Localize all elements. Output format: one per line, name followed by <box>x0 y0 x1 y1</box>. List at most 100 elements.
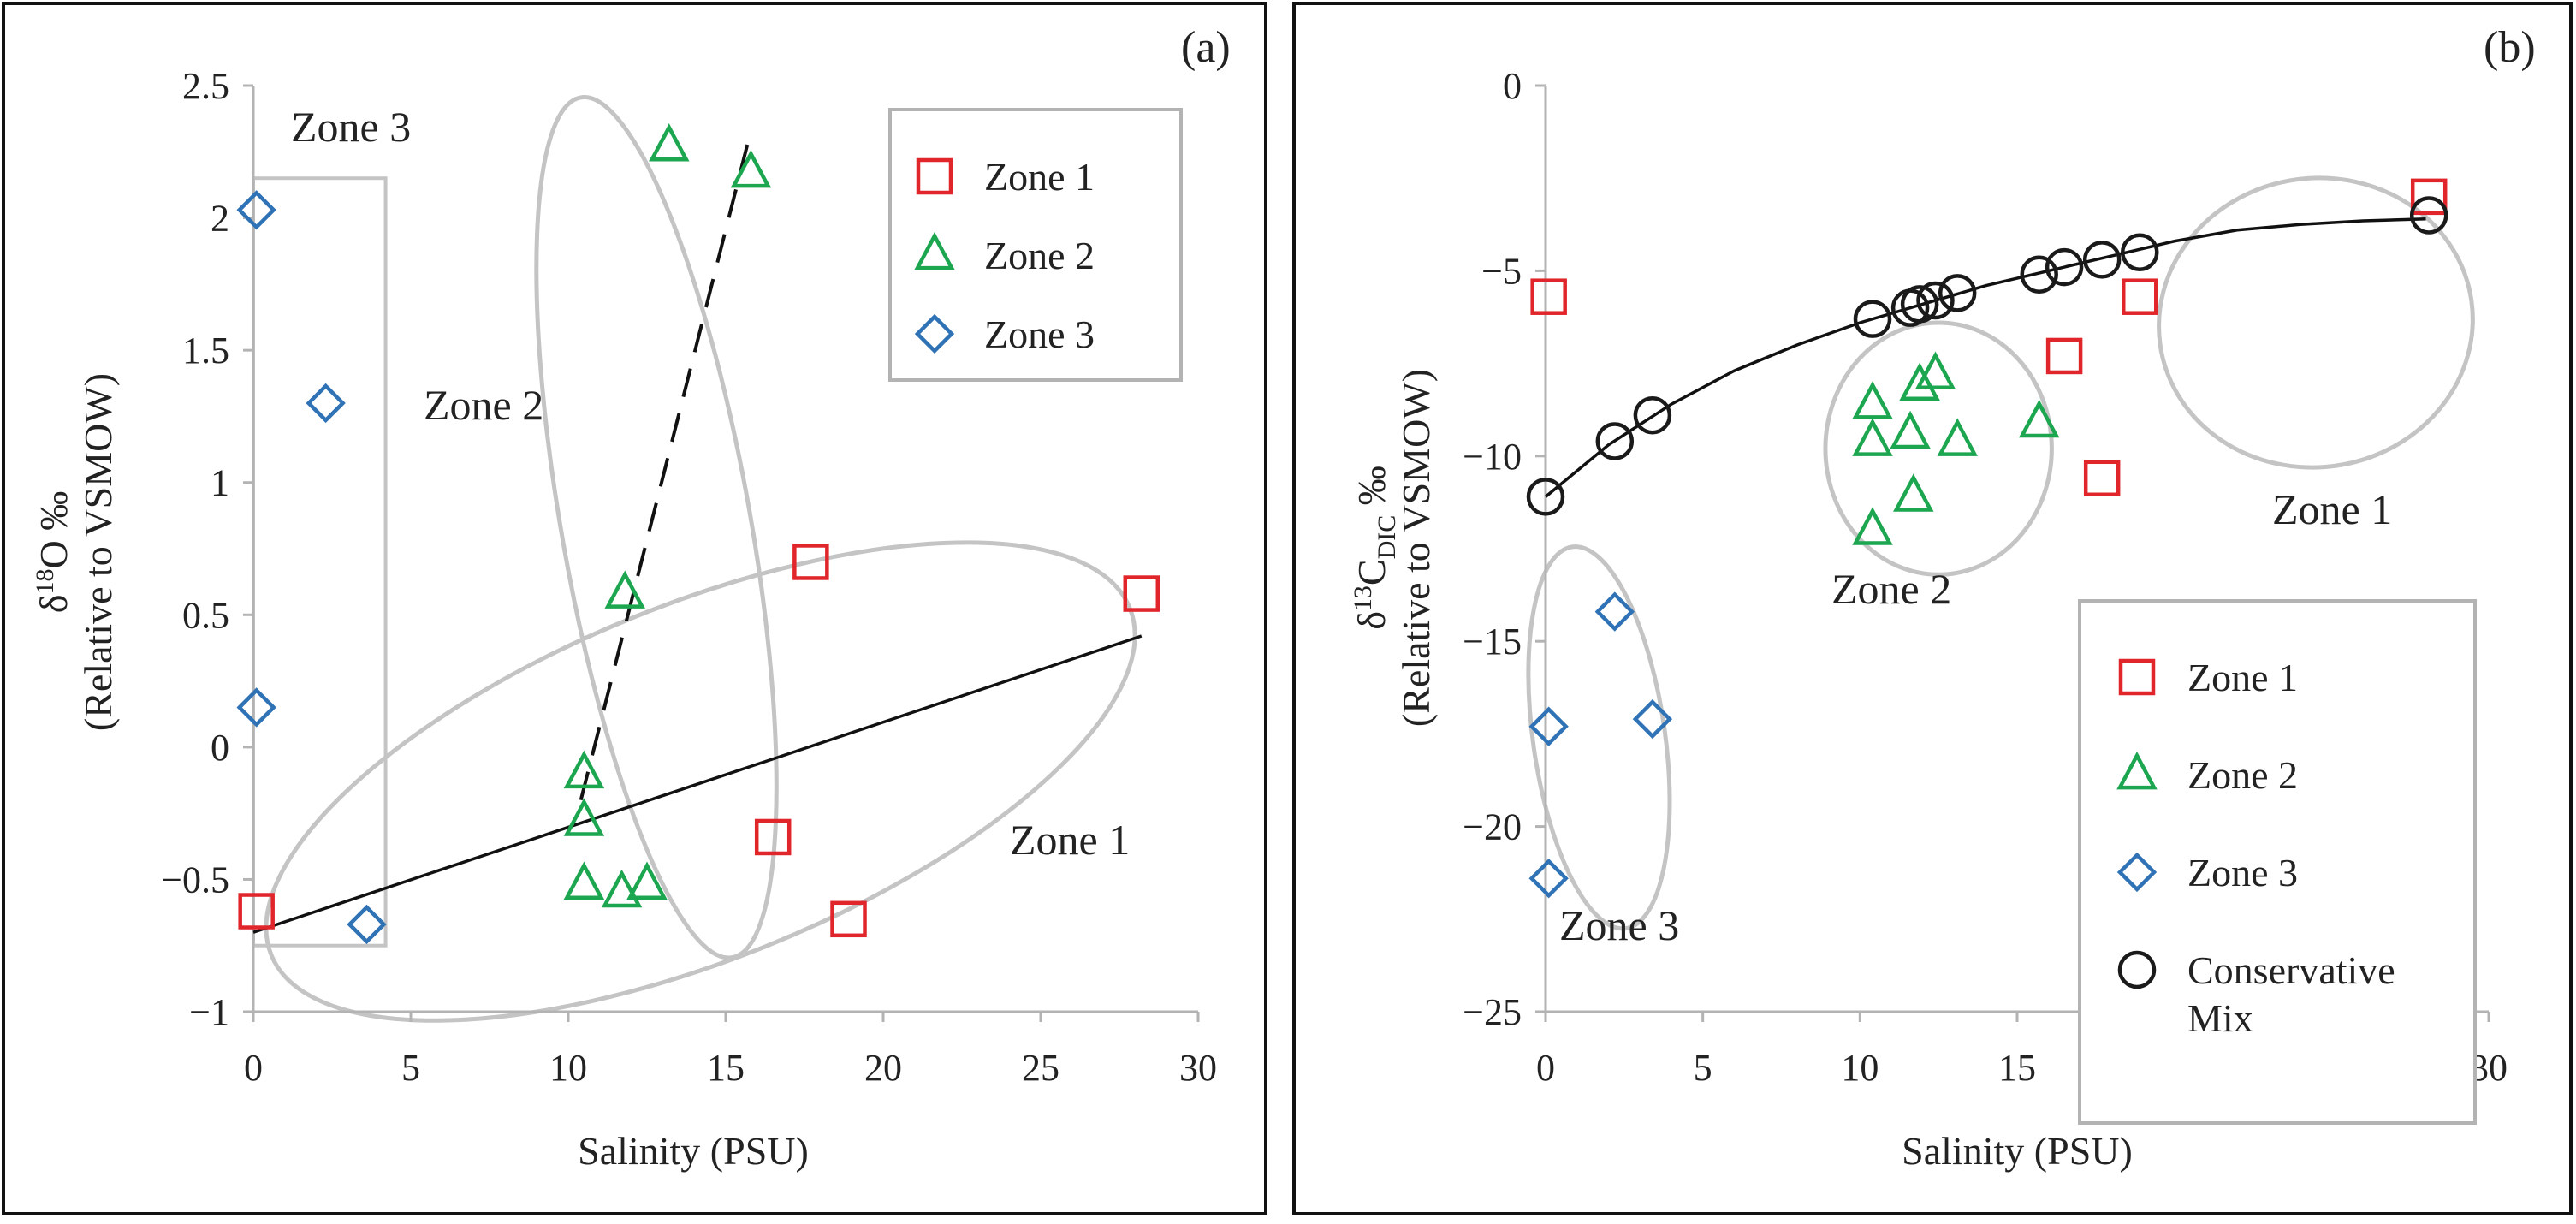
data-point-conservative-mix <box>2121 233 2159 272</box>
trend-line <box>252 634 1143 934</box>
x-tick-label: 0 <box>244 1047 263 1089</box>
zone-region-zone1 <box>264 540 1137 1023</box>
y-tick-label: −25 <box>1463 991 1522 1033</box>
panel-b-lines <box>1544 217 2426 498</box>
legend-label-conservative: Conservative <box>2187 948 2395 992</box>
y-tick-label: 1 <box>211 462 229 504</box>
zone-region-zone3 <box>1526 544 1672 931</box>
panel-b-y-title-sup: 13 <box>1349 585 1377 611</box>
data-point-zone-1 <box>754 818 792 856</box>
panel-a-y-title-part: 18 <box>31 569 59 595</box>
x-tick-label: 25 <box>1022 1047 1059 1089</box>
data-point-zone-3 <box>1528 706 1569 746</box>
data-point-conservative-mix <box>1916 281 1955 320</box>
panel-a-lines <box>252 130 1143 934</box>
panel-b-y-title-delta: δ <box>1350 611 1393 630</box>
y-tick-label: 0.5 <box>182 594 229 636</box>
y-tick-label: −5 <box>1481 250 1522 292</box>
panel-b-y-title-unit: ‰ <box>1350 466 1393 515</box>
y-tick-label: 2 <box>211 198 229 240</box>
panel-a-legend: Zone 1 Zone 2 Zone 3 <box>888 108 1183 382</box>
data-point-zone-2 <box>563 798 605 836</box>
panel-a-points <box>236 123 1160 945</box>
data-point-zone-1 <box>792 544 829 580</box>
legend-marker-zone-2 <box>2116 751 2158 790</box>
data-point-zone-3 <box>1632 698 1673 740</box>
panel-b-zone3-label: Zone 3 <box>1559 901 1679 949</box>
legend-label-zone-3: Zone 3 <box>984 312 1095 356</box>
data-point-zone-2 <box>604 570 645 609</box>
y-tick-label: −0.5 <box>161 859 229 900</box>
data-point-zone-1 <box>1530 278 1567 315</box>
legend-marker-zone-2 <box>914 231 955 270</box>
legend-marker-zone-1 <box>916 157 953 195</box>
zone-region-zone2 <box>534 95 779 960</box>
data-point-zone-2 <box>2018 399 2060 438</box>
x-tick-label: 5 <box>1694 1047 1712 1089</box>
legend-label-zone-2: Zone 2 <box>984 234 1095 277</box>
panel-a-x-axis-title: Salinity (PSU) <box>578 1129 809 1173</box>
legend-marker-zone-3 <box>914 313 955 354</box>
y-tick-label: 1.5 <box>182 330 229 371</box>
data-point-zone-2 <box>1914 351 1956 389</box>
data-point-zone-2 <box>1852 418 1893 456</box>
zone-region-zone3 <box>252 176 388 948</box>
x-tick-label: 15 <box>707 1047 745 1089</box>
y-tick-label: −10 <box>1463 436 1522 478</box>
legend-label-zone-2: Zone 2 <box>2187 753 2298 797</box>
y-tick-label: 2.5 <box>182 65 229 107</box>
panel-b-y-title-c: C <box>1350 559 1393 585</box>
x-tick-label: 0 <box>1536 1047 1555 1089</box>
zone-region-zone1 <box>2157 175 2475 470</box>
panel-b-y-axis-title: δ13CDIC ‰ <box>1349 466 1401 630</box>
panel-b-zone-regions <box>1526 175 2475 931</box>
data-point-conservative-mix <box>2082 241 2122 279</box>
data-point-zone-1 <box>2122 278 2158 315</box>
data-point-zone-2 <box>730 149 772 188</box>
data-point-zone-3 <box>236 190 276 230</box>
x-tick-label: 30 <box>1179 1047 1217 1089</box>
data-point-conservative-mix <box>2020 255 2058 294</box>
panel-b-x-axis-title: Salinity (PSU) <box>1902 1129 2133 1173</box>
x-tick-label: 5 <box>401 1047 420 1089</box>
data-point-conservative-mix <box>2409 196 2448 235</box>
data-point-zone-3 <box>306 383 346 424</box>
panel-b-zone1-label: Zone 1 <box>2272 485 2392 533</box>
data-point-zone-3 <box>236 687 276 728</box>
legend-marker-zone-3 <box>2116 852 2158 893</box>
panel-a-y-axis-subtitle: (Relative to VSMOW) <box>76 373 120 731</box>
data-point-conservative-mix <box>1595 422 1635 460</box>
trend-line-dashed <box>579 130 753 801</box>
x-tick-label: 15 <box>1998 1047 2036 1089</box>
data-point-zone-2 <box>626 861 668 900</box>
data-point-conservative-mix <box>1900 285 1939 324</box>
panel-a: 0 5 10 15 20 25 30−1−0.500.511.522.5 Zone 1Zon… <box>2 2 1267 1215</box>
data-point-conservative-mix <box>1938 274 1977 312</box>
y-tick-label: −15 <box>1463 621 1522 663</box>
panel-a-y-title-part: δ <box>32 595 75 614</box>
data-point-zone-1 <box>2410 178 2448 216</box>
panel-a-y-axis-title: δ18O ‰ <box>31 491 75 613</box>
data-point-conservative-mix <box>2045 247 2084 287</box>
panel-a-frame <box>2 2 1267 1215</box>
data-point-zone-2 <box>1893 473 1934 512</box>
y-tick-label: 0 <box>1503 65 1522 107</box>
data-point-zone-2 <box>1890 410 1931 449</box>
y-tick-label: −20 <box>1463 806 1522 848</box>
legend-label-zone-3: Zone 3 <box>2187 851 2298 894</box>
data-point-zone-2 <box>1852 507 1893 545</box>
panel-a-zone2-label: Zone 2 <box>424 381 543 429</box>
data-point-zone-2 <box>649 123 690 162</box>
data-point-conservative-mix <box>1526 478 1565 516</box>
panel-b-label: (b) <box>2484 23 2536 72</box>
panel-b-frame <box>1292 2 2573 1215</box>
panel-b-points <box>1526 178 2448 899</box>
y-tick-label: 0 <box>211 727 229 769</box>
panel-a-y-title-part: O ‰ <box>32 491 75 569</box>
data-point-conservative-mix <box>1853 300 1892 338</box>
data-point-zone-1 <box>2083 460 2121 497</box>
data-point-zone-1 <box>2045 337 2083 375</box>
data-point-zone-1 <box>238 893 275 930</box>
